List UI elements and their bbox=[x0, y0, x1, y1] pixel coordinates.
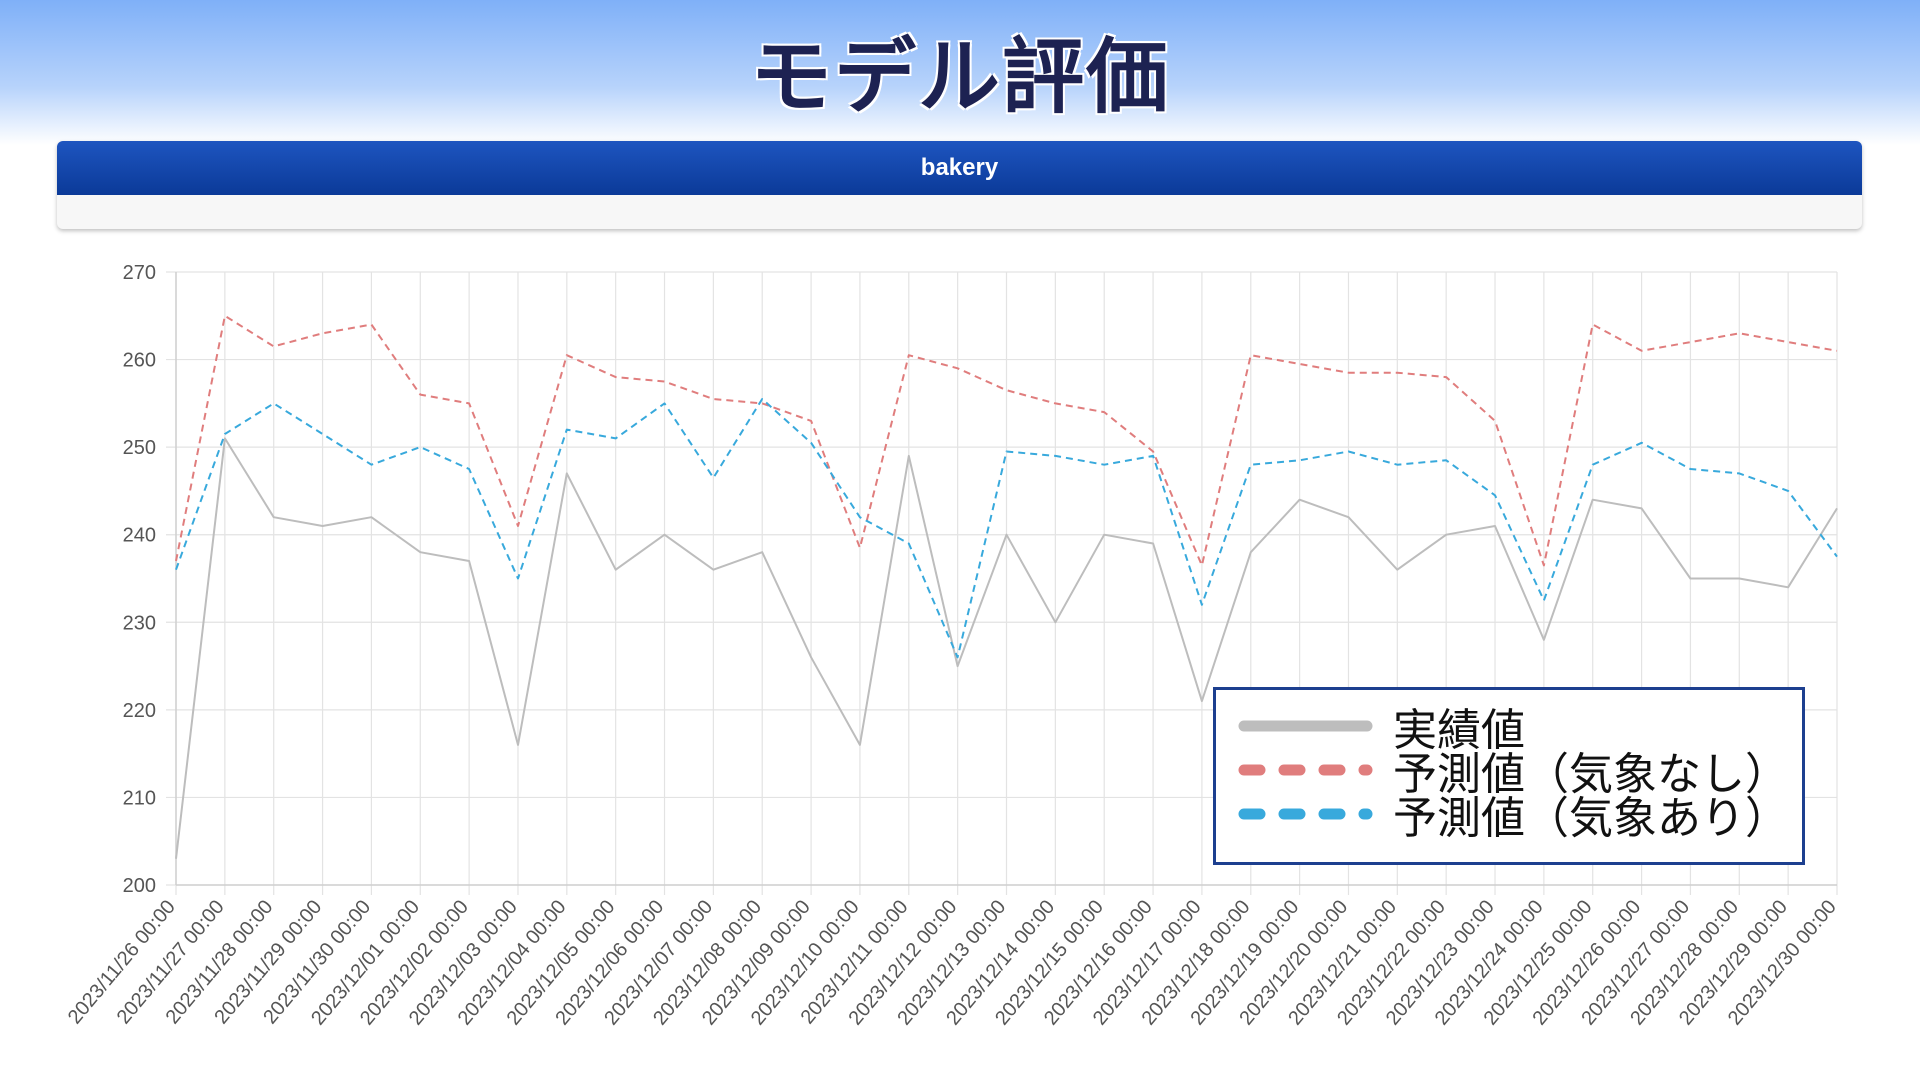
panel-title: bakery bbox=[57, 141, 1862, 195]
legend-item-actual: 実績値 bbox=[1238, 703, 1525, 756]
legend-label-pred-no-weather: 予測値（気象なし） bbox=[1393, 749, 1789, 800]
legend-item-pred-weather: 予測値（気象あり） bbox=[1238, 791, 1789, 844]
page-title: モデル評価 bbox=[749, 30, 1170, 125]
chart-legend: 実績値 予測値（気象なし） 予測値（気象あり） bbox=[1213, 687, 1805, 865]
legend-item-pred-no-weather: 予測値（気象なし） bbox=[1238, 747, 1789, 800]
series-pred-no-weather bbox=[175, 314, 1838, 567]
series-actual bbox=[175, 437, 1838, 859]
title-banner bbox=[0, 0, 1920, 145]
chart-axes bbox=[175, 272, 1837, 886]
y-tick-label: 260 bbox=[123, 350, 156, 372]
y-tick-label: 230 bbox=[123, 612, 156, 634]
y-tick-label: 210 bbox=[123, 787, 156, 809]
legend-label-actual: 実績値 bbox=[1393, 705, 1525, 756]
y-tick-label: 200 bbox=[123, 875, 156, 897]
y-tick-label: 250 bbox=[123, 437, 156, 459]
y-tick-label: 220 bbox=[123, 700, 156, 722]
y-tick-label: 270 bbox=[123, 262, 156, 284]
legend-swatch-pred-no-weather bbox=[1238, 764, 1373, 776]
y-tick-label: 240 bbox=[123, 525, 156, 547]
legend-swatch-actual bbox=[1238, 720, 1373, 732]
legend-swatch-pred-weather bbox=[1238, 808, 1373, 820]
series-pred-weather bbox=[175, 398, 1838, 659]
chart-series bbox=[175, 314, 1838, 859]
store-panel: bakery bbox=[57, 141, 1862, 229]
legend-label-pred-weather: 予測値（気象あり） bbox=[1393, 793, 1789, 844]
